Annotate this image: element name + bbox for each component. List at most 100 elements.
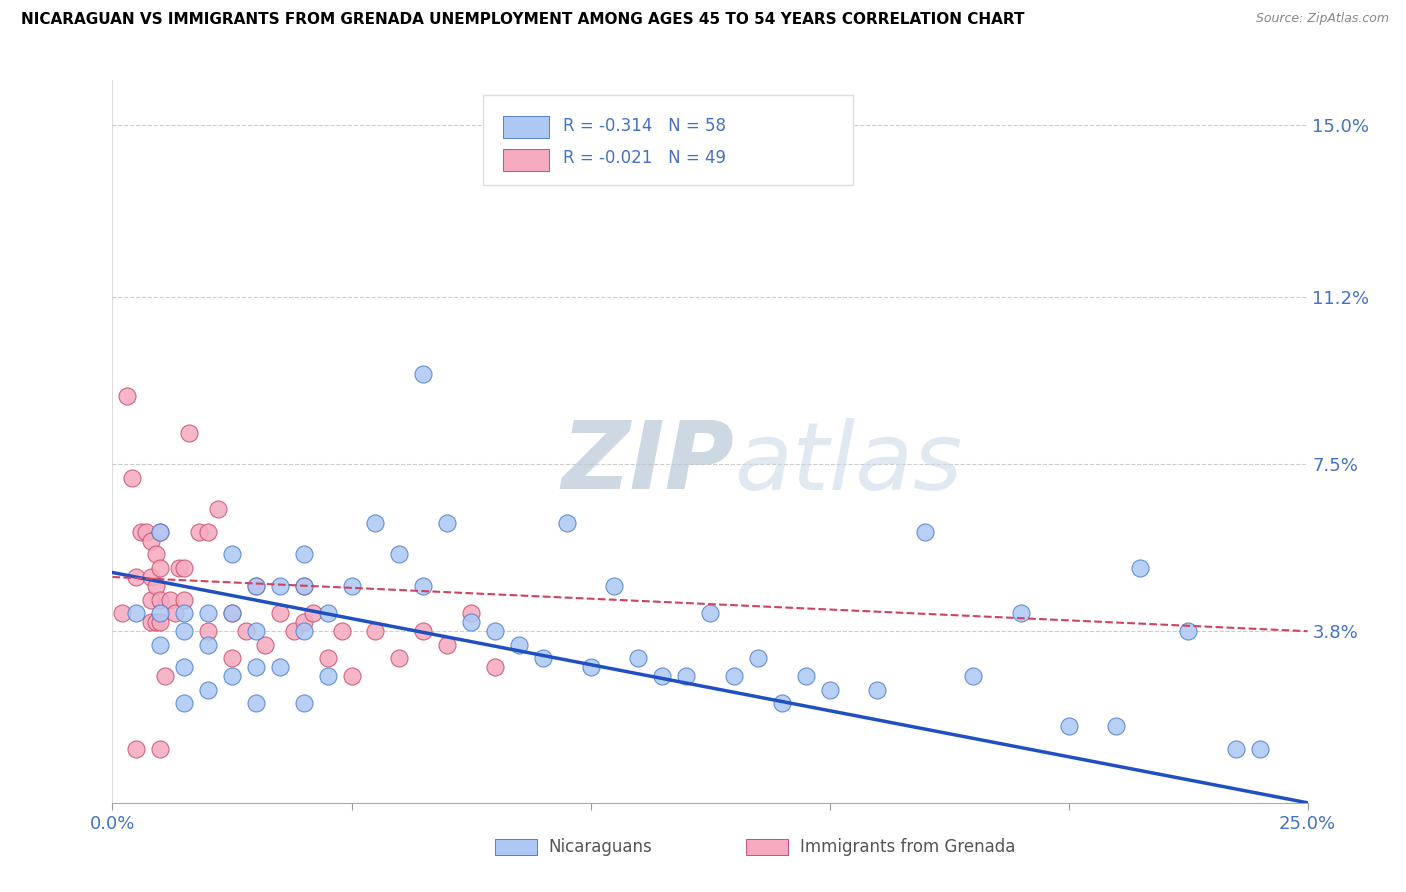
Point bbox=[173, 697, 195, 711]
Point bbox=[292, 615, 315, 630]
Text: ZIP: ZIP bbox=[561, 417, 734, 509]
Point bbox=[651, 669, 673, 683]
Point bbox=[197, 606, 219, 620]
Point bbox=[245, 579, 267, 593]
Point bbox=[197, 682, 219, 697]
Point bbox=[1129, 561, 1152, 575]
Point bbox=[412, 579, 434, 593]
Point bbox=[269, 606, 291, 620]
Point bbox=[145, 615, 167, 630]
Point bbox=[1225, 741, 1247, 756]
Point bbox=[330, 624, 353, 639]
Point bbox=[145, 548, 167, 562]
Point bbox=[173, 606, 195, 620]
Point bbox=[139, 592, 162, 607]
Point bbox=[627, 651, 650, 665]
Point bbox=[364, 516, 387, 530]
Point bbox=[269, 660, 291, 674]
Point bbox=[121, 471, 143, 485]
Point bbox=[173, 592, 195, 607]
Point bbox=[169, 561, 191, 575]
Point bbox=[436, 638, 458, 652]
Point bbox=[149, 524, 172, 539]
Point bbox=[139, 533, 162, 548]
Point bbox=[747, 651, 769, 665]
Point bbox=[364, 624, 387, 639]
Text: Source: ZipAtlas.com: Source: ZipAtlas.com bbox=[1256, 12, 1389, 25]
Point bbox=[149, 606, 172, 620]
Point bbox=[292, 579, 315, 593]
Point bbox=[235, 624, 257, 639]
Text: Nicaraguans: Nicaraguans bbox=[548, 838, 652, 855]
Point bbox=[159, 592, 181, 607]
Point bbox=[292, 624, 315, 639]
Text: R = -0.021   N = 49: R = -0.021 N = 49 bbox=[562, 149, 725, 168]
Point bbox=[412, 624, 434, 639]
Point bbox=[129, 524, 152, 539]
Point bbox=[1010, 606, 1032, 620]
Point bbox=[173, 660, 195, 674]
Point bbox=[115, 389, 138, 403]
Point bbox=[412, 367, 434, 381]
Point bbox=[603, 579, 626, 593]
Point bbox=[197, 624, 219, 639]
Point bbox=[1177, 624, 1199, 639]
Point bbox=[149, 741, 172, 756]
Point bbox=[579, 660, 602, 674]
Point bbox=[125, 570, 148, 584]
Point bbox=[460, 615, 482, 630]
Point bbox=[221, 606, 243, 620]
Point bbox=[197, 524, 219, 539]
Point bbox=[149, 638, 172, 652]
Point bbox=[866, 682, 889, 697]
Point bbox=[269, 579, 291, 593]
FancyBboxPatch shape bbox=[484, 95, 853, 185]
Point bbox=[125, 741, 148, 756]
Point bbox=[221, 651, 243, 665]
Point bbox=[149, 561, 172, 575]
Point bbox=[145, 579, 167, 593]
Point bbox=[794, 669, 817, 683]
Point bbox=[316, 669, 339, 683]
Point bbox=[914, 524, 936, 539]
Point bbox=[125, 606, 148, 620]
Point bbox=[302, 606, 325, 620]
Bar bbox=[503, 149, 548, 170]
Point bbox=[388, 651, 411, 665]
Point bbox=[163, 606, 186, 620]
Point bbox=[149, 592, 172, 607]
Point bbox=[818, 682, 841, 697]
Text: R = -0.314   N = 58: R = -0.314 N = 58 bbox=[562, 117, 725, 135]
Point bbox=[177, 425, 200, 440]
Point bbox=[1057, 719, 1080, 733]
Point bbox=[460, 606, 482, 620]
Point bbox=[555, 516, 578, 530]
Text: atlas: atlas bbox=[734, 417, 962, 508]
Point bbox=[1249, 741, 1271, 756]
Point bbox=[221, 669, 243, 683]
Point bbox=[187, 524, 209, 539]
Point bbox=[292, 548, 315, 562]
Point bbox=[316, 651, 339, 665]
Point bbox=[207, 502, 229, 516]
Text: Immigrants from Grenada: Immigrants from Grenada bbox=[800, 838, 1015, 855]
Point bbox=[245, 660, 267, 674]
Point bbox=[962, 669, 984, 683]
Point bbox=[139, 570, 162, 584]
Point bbox=[675, 669, 697, 683]
Bar bbox=[503, 116, 548, 138]
Point bbox=[153, 669, 176, 683]
Point bbox=[245, 624, 267, 639]
Point bbox=[1105, 719, 1128, 733]
Point bbox=[173, 624, 195, 639]
Point bbox=[173, 561, 195, 575]
Point bbox=[197, 638, 219, 652]
Point bbox=[340, 579, 363, 593]
Point bbox=[292, 579, 315, 593]
Point bbox=[316, 606, 339, 620]
Point bbox=[135, 524, 157, 539]
Point bbox=[484, 660, 506, 674]
Point bbox=[149, 524, 172, 539]
Point bbox=[436, 516, 458, 530]
Point bbox=[245, 697, 267, 711]
